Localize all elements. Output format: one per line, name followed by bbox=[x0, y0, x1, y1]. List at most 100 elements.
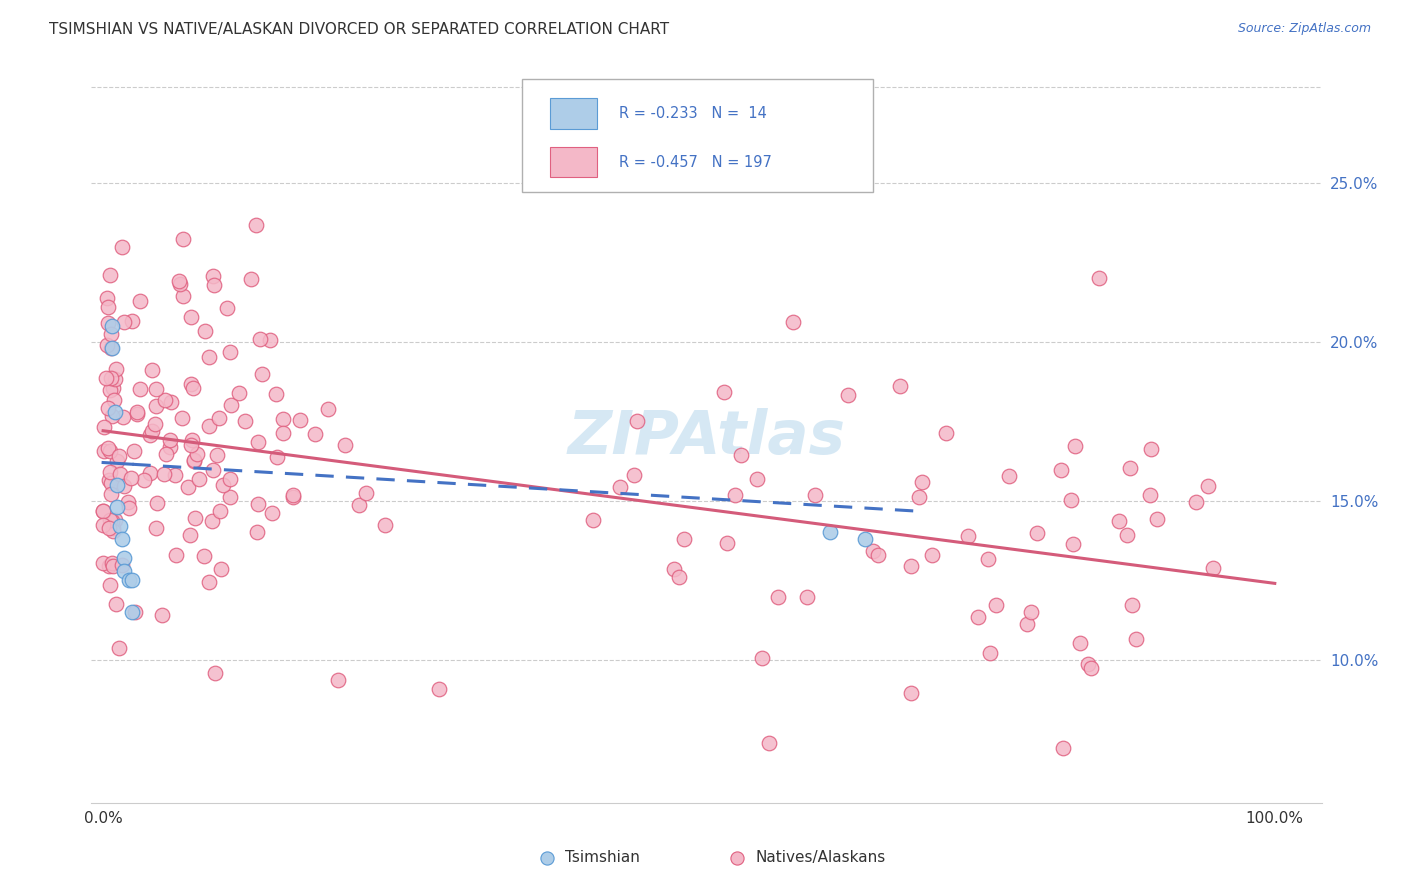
Point bbox=[153, 467, 176, 481]
Point bbox=[228, 386, 250, 401]
Point bbox=[1025, 525, 1047, 540]
Point bbox=[202, 463, 225, 477]
Point bbox=[104, 404, 127, 418]
Point bbox=[125, 407, 148, 421]
Point bbox=[911, 475, 934, 490]
Point bbox=[93, 420, 115, 434]
Point bbox=[193, 549, 215, 563]
Point bbox=[165, 467, 187, 482]
Point bbox=[796, 591, 818, 605]
Point bbox=[245, 524, 267, 539]
Point bbox=[98, 473, 121, 487]
Point bbox=[328, 673, 350, 687]
Point bbox=[246, 435, 269, 450]
FancyBboxPatch shape bbox=[522, 78, 873, 192]
Point bbox=[97, 401, 120, 416]
Point bbox=[167, 274, 190, 288]
Point bbox=[150, 607, 173, 622]
Point bbox=[304, 426, 326, 441]
Text: ZIPAtlas: ZIPAtlas bbox=[568, 408, 845, 467]
Point bbox=[245, 218, 267, 232]
Point bbox=[730, 448, 752, 462]
Point bbox=[1197, 478, 1219, 492]
Point bbox=[1185, 495, 1208, 509]
Point bbox=[188, 472, 211, 486]
Point bbox=[155, 447, 177, 461]
Point bbox=[233, 414, 256, 428]
Point bbox=[197, 575, 219, 590]
Point bbox=[782, 314, 804, 328]
Point bbox=[290, 413, 312, 427]
Point bbox=[219, 491, 242, 505]
Point bbox=[97, 301, 120, 315]
Point bbox=[91, 504, 114, 518]
Point bbox=[957, 529, 980, 543]
Point bbox=[582, 513, 605, 527]
Point bbox=[900, 686, 922, 700]
Point bbox=[97, 441, 120, 455]
Point bbox=[194, 325, 217, 339]
Point bbox=[900, 558, 922, 573]
Point bbox=[335, 438, 357, 452]
Point bbox=[1119, 461, 1142, 475]
Point bbox=[94, 371, 117, 385]
Point bbox=[118, 501, 141, 516]
Point bbox=[118, 573, 141, 587]
Point bbox=[183, 453, 205, 467]
Point bbox=[108, 467, 131, 481]
Point bbox=[204, 666, 226, 681]
Point bbox=[159, 395, 181, 409]
Point bbox=[1125, 632, 1147, 646]
Text: Natives/Alaskans: Natives/Alaskans bbox=[756, 850, 886, 865]
Text: Source: ZipAtlas.com: Source: ZipAtlas.com bbox=[1237, 22, 1371, 36]
Point bbox=[354, 486, 377, 500]
Point bbox=[98, 466, 121, 480]
Point bbox=[121, 605, 143, 619]
Point bbox=[108, 519, 131, 533]
Point bbox=[977, 551, 1000, 566]
Point bbox=[249, 332, 271, 346]
Point bbox=[111, 409, 134, 424]
Point bbox=[673, 532, 696, 546]
Point bbox=[713, 384, 735, 399]
Point bbox=[281, 488, 304, 502]
Point bbox=[105, 454, 128, 468]
Point bbox=[239, 271, 262, 285]
Point bbox=[609, 480, 631, 494]
Point bbox=[1080, 661, 1102, 675]
Text: TSIMSHIAN VS NATIVE/ALASKAN DIVORCED OR SEPARATED CORRELATION CHART: TSIMSHIAN VS NATIVE/ALASKAN DIVORCED OR … bbox=[49, 22, 669, 37]
Text: Tsimshian: Tsimshian bbox=[565, 850, 640, 865]
Point bbox=[100, 371, 122, 385]
Point bbox=[1146, 512, 1168, 526]
Point bbox=[98, 383, 121, 397]
Point bbox=[101, 318, 124, 333]
Point bbox=[141, 363, 163, 377]
Point bbox=[124, 605, 146, 619]
Point bbox=[91, 504, 114, 518]
Point bbox=[966, 610, 988, 624]
Text: R = -0.457   N = 197: R = -0.457 N = 197 bbox=[619, 154, 772, 169]
Point bbox=[1052, 740, 1074, 755]
Point bbox=[143, 417, 166, 431]
Point bbox=[803, 488, 825, 502]
Point bbox=[180, 376, 202, 391]
Point bbox=[169, 277, 191, 292]
Point bbox=[250, 367, 273, 381]
Point bbox=[98, 520, 121, 534]
Point bbox=[112, 479, 135, 493]
Point bbox=[121, 471, 143, 485]
Point bbox=[159, 433, 181, 447]
Point bbox=[172, 232, 194, 246]
Point bbox=[1139, 488, 1161, 502]
Point bbox=[866, 549, 889, 563]
Point bbox=[266, 387, 288, 401]
Point bbox=[662, 562, 685, 576]
Point bbox=[208, 503, 231, 517]
Point bbox=[91, 556, 114, 570]
Point bbox=[1062, 537, 1084, 551]
Point bbox=[98, 444, 121, 458]
Point bbox=[101, 409, 124, 423]
Point bbox=[935, 426, 957, 441]
Point bbox=[145, 520, 167, 534]
Point bbox=[207, 411, 229, 425]
